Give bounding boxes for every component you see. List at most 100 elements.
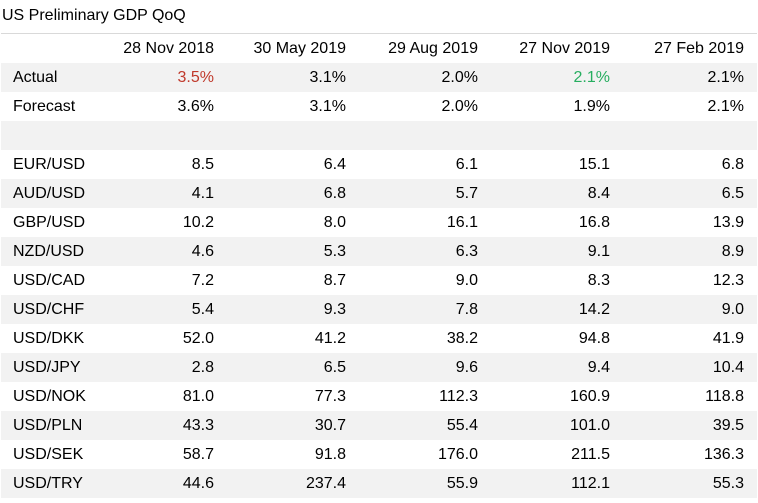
table-cell: 176.0 — [437, 445, 478, 463]
table-cell: 2.1% — [491, 63, 623, 92]
row-label: Forecast — [13, 97, 76, 115]
table-cell: 9.3 — [227, 295, 359, 324]
table-row: NZD/USD 4.6 5.3 6.3 9.1 8.9 — [1, 237, 757, 266]
gdp-table: 28 Nov 2018 30 May 2019 29 Aug 2019 27 Nov … — [1, 33, 757, 498]
table-cell: 5.7 — [359, 179, 491, 208]
table-cell: 6.5 — [623, 179, 757, 208]
table-cell: 237.4 — [227, 469, 359, 498]
header-row: 28 Nov 2018 30 May 2019 29 Aug 2019 27 Nov … — [1, 33, 757, 63]
column-header: 28 Nov 2018 — [96, 33, 227, 63]
table-cell: 211.5 — [571, 445, 610, 463]
spacer-row — [1, 121, 757, 150]
table-cell: 6.5 — [227, 353, 359, 382]
row-label: Actual — [1, 63, 96, 92]
table-row: EUR/USD 8.5 6.4 6.1 15.1 6.8 — [1, 150, 757, 179]
table-cell: 8.7 — [323, 271, 346, 289]
table-cell: 112.1 — [491, 469, 623, 498]
table-cell: 55.4 — [359, 411, 491, 440]
table-cell: 136.3 — [703, 445, 744, 463]
row-label: USD/CAD — [13, 271, 86, 289]
table-body: Actual 3.5% 3.1% 2.0% 2.1% 2.1% Forecast 3.6% 3.… — [1, 63, 757, 498]
table-cell: 2.0% — [359, 63, 491, 92]
table-cell: 2.1% — [623, 63, 757, 92]
table-cell: 3.6% — [177, 97, 214, 115]
table-row: USD/PLN 43.3 30.7 55.4 101.0 39.5 — [1, 411, 757, 440]
table-cell: 2.0% — [441, 97, 478, 115]
table-cell: 1.9% — [573, 97, 610, 115]
table-cell: 9.0 — [455, 271, 478, 289]
table-cell: 160.9 — [569, 387, 610, 405]
table-cell: 15.1 — [578, 155, 610, 173]
table-cell: 6.3 — [359, 237, 491, 266]
table-row: AUD/USD 4.1 6.8 5.7 8.4 6.5 — [1, 179, 757, 208]
table-row: USD/DKK 52.0 41.2 38.2 94.8 41.9 — [1, 324, 757, 353]
table-cell: 43.3 — [96, 411, 227, 440]
table-cell: 81.0 — [182, 387, 214, 405]
table-cell: 6.8 — [227, 179, 359, 208]
table-cell: 6.1 — [455, 155, 478, 173]
table-cell: 118.8 — [705, 387, 744, 405]
table-cell: 8.5 — [191, 155, 214, 173]
table-cell: 5.3 — [227, 237, 359, 266]
column-header: 30 May 2019 — [227, 33, 359, 63]
table-cell: 4.1 — [96, 179, 227, 208]
table-title: US Preliminary GDP QoQ — [2, 7, 186, 24]
spacer-cell — [1, 121, 757, 150]
column-header: 27 Nov 2019 — [491, 33, 623, 63]
table-cell: 7.8 — [359, 295, 491, 324]
table-cell: 38.2 — [446, 329, 478, 347]
column-header: 29 Aug 2019 — [359, 33, 491, 63]
table-cell: 13.9 — [712, 213, 744, 231]
row-label: GBP/USD — [13, 213, 86, 231]
table-cell: 3.1% — [309, 97, 346, 115]
row-label: NZD/USD — [1, 237, 96, 266]
table-cell: 3.1% — [227, 63, 359, 92]
table-cell: 7.2 — [191, 271, 214, 289]
row-label: USD/TRY — [1, 469, 96, 498]
table-cell: 91.8 — [314, 445, 346, 463]
table-cell: 30.7 — [227, 411, 359, 440]
table-cell: 4.6 — [96, 237, 227, 266]
row-label: USD/NOK — [13, 387, 86, 405]
table-cell: 10.2 — [182, 213, 214, 231]
table-row: Actual 3.5% 3.1% 2.0% 2.1% 2.1% — [1, 63, 757, 92]
table-cell: 101.0 — [491, 411, 623, 440]
table-cell: 8.3 — [587, 271, 610, 289]
table-cell: 3.5% — [96, 63, 227, 92]
table-row: USD/CAD 7.2 8.7 9.0 8.3 12.3 — [1, 266, 757, 295]
table-cell: 55.3 — [623, 469, 757, 498]
table-cell: 2.8 — [96, 353, 227, 382]
row-label: USD/PLN — [1, 411, 96, 440]
table-cell: 14.2 — [491, 295, 623, 324]
table-cell: 2.1% — [707, 97, 744, 115]
table-row: USD/NOK 81.0 77.3 112.3 160.9 118.8 — [1, 382, 757, 411]
table-cell: 10.4 — [623, 353, 757, 382]
table-cell: 41.9 — [712, 329, 744, 347]
table-cell: 12.3 — [712, 271, 744, 289]
header-corner — [1, 33, 96, 63]
table-cell: 9.6 — [359, 353, 491, 382]
table-row: USD/SEK 58.7 91.8 176.0 211.5 136.3 — [1, 440, 757, 469]
table-row: GBP/USD 10.2 8.0 16.1 16.8 13.9 — [1, 208, 757, 237]
table-cell: 77.3 — [314, 387, 346, 405]
table-cell: 39.5 — [623, 411, 757, 440]
table-row: Forecast 3.6% 3.1% 2.0% 1.9% 2.1% — [1, 92, 757, 121]
table-cell: 8.0 — [323, 213, 346, 231]
table-row: USD/JPY 2.8 6.5 9.6 9.4 10.4 — [1, 353, 757, 382]
table-cell: 9.0 — [623, 295, 757, 324]
row-label: USD/CHF — [1, 295, 96, 324]
row-label: USD/DKK — [13, 329, 85, 347]
table-cell: 44.6 — [96, 469, 227, 498]
table-cell: 16.8 — [578, 213, 610, 231]
column-header: 27 Feb 2019 — [623, 33, 757, 63]
table-cell: 5.4 — [96, 295, 227, 324]
table-cell: 112.3 — [439, 387, 478, 405]
table-cell: 9.1 — [491, 237, 623, 266]
table-cell: 6.8 — [721, 155, 744, 173]
row-label: AUD/USD — [1, 179, 96, 208]
table-row: USD/TRY 44.6 237.4 55.9 112.1 55.3 — [1, 469, 757, 498]
table-cell: 94.8 — [578, 329, 610, 347]
table-cell: 8.9 — [623, 237, 757, 266]
table-cell: 8.4 — [491, 179, 623, 208]
table-cell: 41.2 — [314, 329, 346, 347]
